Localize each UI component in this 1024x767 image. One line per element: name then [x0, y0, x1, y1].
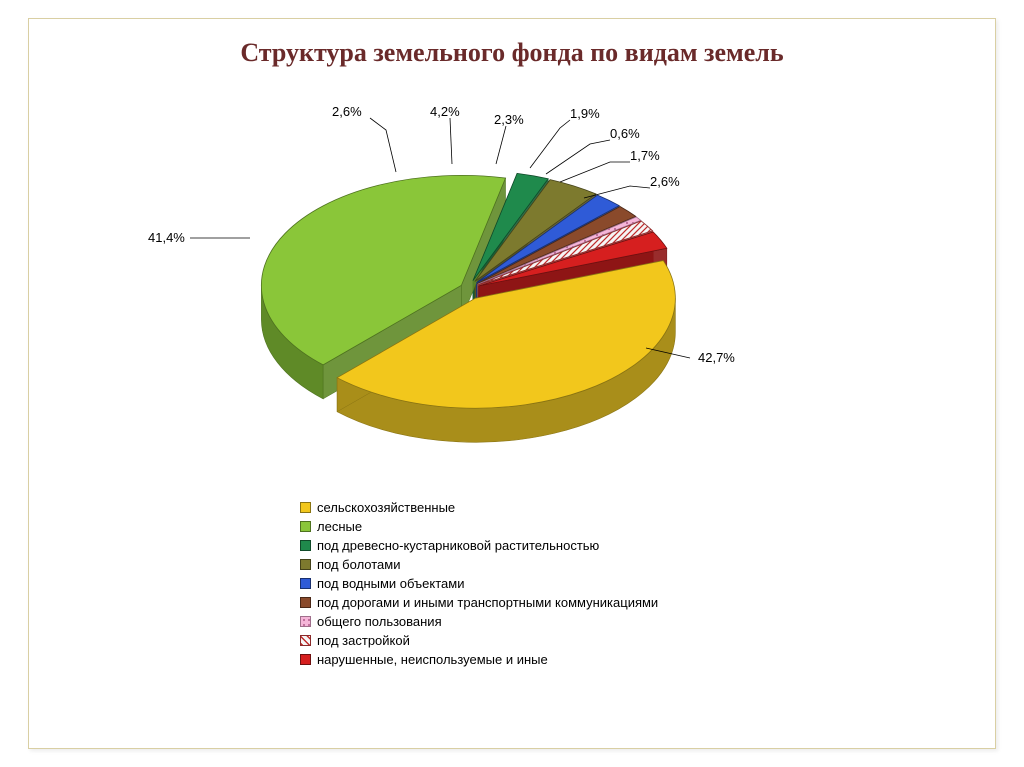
legend-label: под дорогами и иными транспортными комму… — [317, 595, 658, 610]
leader-line — [450, 118, 452, 164]
legend-label: под застройкой — [317, 633, 410, 648]
slice-label: 4,2% — [430, 104, 460, 119]
leader-line — [370, 118, 396, 172]
slice-label: 1,7% — [630, 148, 660, 163]
slice-label: 41,4% — [148, 230, 185, 245]
legend-swatch — [300, 597, 311, 608]
legend-label: под водными объектами — [317, 576, 464, 591]
legend-swatch — [300, 521, 311, 532]
pie-chart: 42,7% 41,4% 2,6% 4,2% 2,3% 1,9% 0,6% 1,7% 2,6% — [90, 100, 850, 480]
slice-label: 0,6% — [610, 126, 640, 141]
legend-item: под древесно-кустарниковой растительност… — [300, 538, 658, 553]
legend-item: под водными объектами — [300, 576, 658, 591]
legend-swatch — [300, 540, 311, 551]
slice-label: 2,6% — [650, 174, 680, 189]
legend-label: нарушенные, неиспользуемые и иные — [317, 652, 548, 667]
legend-swatch — [300, 502, 311, 513]
legend-item: нарушенные, неиспользуемые и иные — [300, 652, 658, 667]
legend: сельскохозяйственные лесные под древесно-к… — [300, 500, 658, 671]
leader-line — [530, 120, 570, 168]
legend-label: лесные — [317, 519, 362, 534]
pie-svg — [90, 100, 850, 480]
legend-label: общего пользования — [317, 614, 442, 629]
legend-label: под болотами — [317, 557, 400, 572]
slice-label: 2,3% — [494, 112, 524, 127]
slice-label: 2,6% — [332, 104, 362, 119]
legend-label: сельскохозяйственные — [317, 500, 455, 515]
legend-item: под застройкой — [300, 633, 658, 648]
slice-label: 1,9% — [570, 106, 600, 121]
leader-line — [496, 126, 506, 164]
legend-item: сельскохозяйственные — [300, 500, 658, 515]
legend-item: под дорогами и иными транспортными комму… — [300, 595, 658, 610]
leader-line — [546, 140, 610, 174]
legend-item: лесные — [300, 519, 658, 534]
legend-swatch — [300, 559, 311, 570]
legend-swatch — [300, 616, 311, 627]
legend-item: общего пользования — [300, 614, 658, 629]
slice-label: 42,7% — [698, 350, 735, 365]
legend-swatch — [300, 654, 311, 665]
chart-title: Структура земельного фонда по видам земе… — [0, 38, 1024, 68]
legend-swatch — [300, 578, 311, 589]
legend-item: под болотами — [300, 557, 658, 572]
legend-label: под древесно-кустарниковой растительност… — [317, 538, 599, 553]
legend-swatch — [300, 635, 311, 646]
leader-line — [560, 162, 630, 182]
